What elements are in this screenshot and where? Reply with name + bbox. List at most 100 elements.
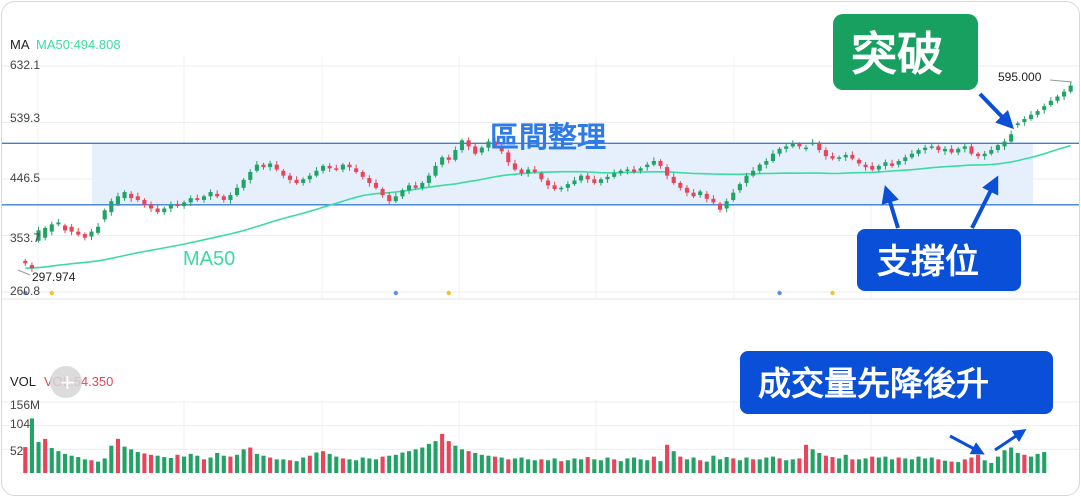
volume-bar [631, 457, 637, 473]
candle-body [976, 153, 981, 157]
y-tick-label: 260.8 [10, 284, 40, 298]
volume-label: 成交量先降後升 [758, 364, 989, 403]
candle [810, 139, 815, 146]
candle [850, 151, 855, 161]
candle-body [883, 162, 888, 166]
candle-body [823, 150, 828, 157]
ma-line-label: MA50 [183, 248, 235, 270]
volume-bar [883, 456, 888, 473]
add-indicator-button[interactable] [50, 366, 82, 398]
candle-body [969, 146, 974, 154]
y-tick-label: 446.5 [10, 171, 40, 185]
support-arrow-right [970, 175, 999, 229]
candle [929, 142, 934, 150]
volume-bar [777, 458, 782, 473]
volume-bar [579, 459, 584, 473]
candle [909, 150, 914, 160]
candle [360, 170, 365, 180]
last-price-leader [1049, 79, 1073, 83]
volume-bar [678, 456, 683, 473]
volume-bar [757, 459, 762, 473]
candle-body [69, 226, 74, 232]
candle-body [572, 180, 577, 185]
volume-bar [585, 457, 590, 473]
candle-body [340, 164, 345, 170]
candle-body [373, 182, 379, 188]
candle [572, 176, 577, 186]
volume-bar [1009, 447, 1014, 473]
candle [453, 146, 458, 162]
candle [658, 159, 663, 169]
candle [982, 150, 987, 160]
volume-bar [989, 462, 994, 473]
volume-bar [433, 441, 438, 473]
volume-bar [380, 456, 385, 473]
candle-body [334, 168, 339, 170]
candle-body [559, 187, 564, 190]
candle-body [486, 141, 491, 148]
candle [889, 159, 895, 168]
volume-bar [790, 459, 795, 473]
candle [1028, 111, 1034, 121]
volume-bar [274, 459, 279, 473]
signal-dot [23, 290, 28, 296]
candle [1062, 88, 1067, 101]
volume-bar [949, 461, 954, 473]
candle-body [532, 169, 537, 172]
volume-bar [923, 458, 928, 473]
volume-bar [23, 447, 28, 473]
volume-bar [387, 455, 392, 473]
candle-body [731, 192, 736, 200]
candle-body [499, 146, 504, 152]
candle [499, 144, 504, 155]
support-label: 支撐位 [877, 242, 979, 282]
volume-bar [605, 457, 610, 473]
candle [314, 167, 319, 178]
volume-bar [717, 459, 723, 473]
volume-bar [479, 454, 484, 473]
candle [790, 140, 795, 149]
candle [433, 162, 438, 178]
candle-body [314, 170, 319, 176]
candle-body [62, 225, 68, 231]
volume-bar [473, 452, 478, 473]
candle-body [201, 196, 207, 200]
volume-bar [102, 458, 107, 473]
candle-body [995, 145, 1000, 151]
candle-body [1048, 100, 1053, 106]
candle-body [261, 164, 266, 168]
candle [903, 154, 908, 165]
candle [731, 189, 736, 202]
candle-body [691, 192, 696, 197]
candle [129, 191, 134, 202]
candle [23, 259, 28, 267]
candle-body [254, 164, 259, 171]
volume-bar [506, 459, 511, 473]
candle [612, 169, 617, 179]
volume-bar [493, 456, 498, 473]
candle [122, 190, 127, 201]
candle-body [479, 147, 484, 153]
candle-body [843, 154, 848, 158]
volume-bar [49, 447, 54, 473]
volume-bar [188, 453, 193, 473]
candle-body [506, 152, 511, 163]
volume-bar [466, 451, 471, 473]
volume-bar [82, 459, 87, 473]
volume-badge [740, 351, 1053, 414]
candle [393, 192, 398, 204]
volume-bar [234, 454, 240, 473]
volume-bar [909, 459, 914, 473]
candle-body [837, 157, 842, 159]
candle-body [565, 184, 570, 188]
candle [29, 262, 34, 272]
candle [49, 221, 54, 236]
volume-bar [724, 457, 729, 473]
candle-body [764, 161, 769, 165]
candle [155, 204, 160, 214]
candle [102, 208, 107, 223]
candle [254, 161, 259, 173]
candle [923, 144, 928, 154]
candle [962, 143, 967, 153]
